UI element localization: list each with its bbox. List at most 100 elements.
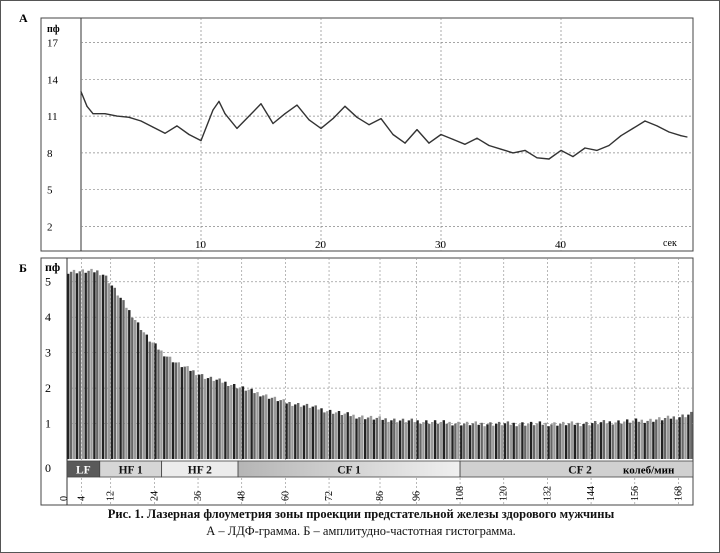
histogram-bar bbox=[477, 424, 480, 459]
histogram-bar bbox=[617, 420, 620, 459]
chart-a-data-point bbox=[644, 120, 646, 122]
histogram-bar bbox=[99, 275, 102, 459]
histogram-bar bbox=[460, 425, 463, 459]
histogram-bar bbox=[93, 272, 96, 459]
chart-b-y-tick-label: 1 bbox=[45, 417, 51, 431]
histogram-bar bbox=[358, 417, 361, 459]
histogram-bar bbox=[544, 422, 547, 459]
chart-a-data-point bbox=[200, 140, 202, 142]
histogram-bar bbox=[521, 422, 524, 459]
histogram-bar bbox=[588, 425, 591, 459]
histogram-bar bbox=[355, 418, 358, 459]
histogram-bar bbox=[503, 423, 507, 459]
caption-line-1: Рис. 1. Лазерная флоуметрия зоны проекци… bbox=[107, 507, 615, 521]
histogram-bar bbox=[684, 417, 687, 459]
histogram-bar bbox=[148, 341, 151, 459]
histogram-bar bbox=[431, 422, 434, 459]
histogram-bar bbox=[107, 283, 111, 459]
histogram-bar bbox=[433, 420, 437, 459]
histogram-bar bbox=[480, 422, 483, 459]
histogram-bar bbox=[413, 422, 416, 459]
histogram-bar bbox=[163, 356, 166, 459]
histogram-bar bbox=[116, 295, 119, 459]
chart-a-data-point bbox=[236, 127, 238, 129]
histogram-bar bbox=[113, 287, 116, 459]
chart-b-y-origin-label: 0 bbox=[45, 461, 51, 475]
histogram-bar bbox=[332, 413, 335, 459]
histogram-bar bbox=[235, 388, 239, 459]
histogram-bar bbox=[500, 425, 504, 459]
histogram-bar bbox=[186, 366, 189, 459]
histogram-bar bbox=[294, 404, 297, 459]
histogram-bar bbox=[687, 414, 690, 459]
histogram-bar bbox=[160, 350, 163, 459]
histogram-bar bbox=[244, 390, 247, 459]
histogram-bar bbox=[529, 421, 533, 459]
histogram-bar bbox=[640, 419, 643, 459]
chart-a-data-point bbox=[476, 137, 478, 139]
chart-a-data-point bbox=[218, 100, 220, 102]
histogram-bar bbox=[390, 420, 393, 459]
histogram-bar bbox=[591, 423, 594, 459]
chart-a-data-point bbox=[368, 124, 370, 126]
chart-a-data-point bbox=[452, 138, 454, 141]
histogram-bar bbox=[142, 332, 146, 459]
histogram-bar bbox=[465, 421, 469, 459]
histogram-bar bbox=[626, 419, 629, 459]
histogram-bar bbox=[573, 424, 576, 459]
chart-a-data-point bbox=[92, 113, 94, 115]
panel-a-label: А bbox=[19, 11, 28, 25]
chart-a-y-tick-label: 5 bbox=[47, 185, 53, 197]
chart-a-data-point bbox=[212, 109, 214, 111]
histogram-bar bbox=[509, 424, 512, 459]
histogram-bar bbox=[299, 406, 303, 459]
chart-b-x-tick-label: 72 bbox=[324, 491, 335, 501]
chart-a-data-point bbox=[140, 120, 142, 122]
histogram-bar bbox=[233, 384, 236, 459]
chart-a-data-point bbox=[416, 128, 418, 131]
histogram-bar bbox=[582, 424, 585, 459]
chart-a-data-point bbox=[680, 135, 682, 137]
histogram-bar bbox=[646, 420, 649, 459]
histogram-bar bbox=[672, 416, 675, 459]
chart-a-data-point bbox=[620, 135, 622, 137]
histogram-bar bbox=[119, 297, 122, 459]
histogram-bar bbox=[602, 420, 606, 459]
histogram-bar bbox=[381, 419, 384, 459]
histogram-bar bbox=[288, 402, 291, 459]
histogram-bar bbox=[200, 374, 204, 459]
histogram-bar bbox=[157, 349, 160, 459]
chart-b-x-origin-label: 0 bbox=[59, 496, 70, 501]
band-label: CF 2 bbox=[568, 465, 592, 477]
histogram-bar bbox=[291, 405, 294, 459]
histogram-bar bbox=[192, 370, 195, 459]
histogram-bar bbox=[67, 273, 70, 460]
histogram-bar bbox=[183, 366, 186, 459]
histogram-bar bbox=[78, 271, 81, 459]
chart-b-y-tick-label: 3 bbox=[45, 346, 51, 360]
chart-a-data-point bbox=[608, 144, 610, 147]
histogram-bar bbox=[195, 375, 198, 459]
histogram-bar bbox=[276, 401, 279, 459]
band-cf2 bbox=[459, 460, 694, 478]
histogram-bar bbox=[527, 423, 530, 459]
histogram-bar bbox=[442, 420, 445, 459]
histogram-bar bbox=[337, 411, 341, 459]
histogram-bar bbox=[343, 413, 346, 459]
chart-a-data-point bbox=[128, 116, 130, 118]
histogram-bar bbox=[297, 403, 300, 459]
histogram-bar bbox=[614, 422, 617, 459]
chart-b-y-tick-label: 4 bbox=[45, 310, 51, 324]
chart-a-y-tick-label: 17 bbox=[47, 38, 59, 50]
histogram-bar bbox=[262, 395, 265, 459]
histogram-bar bbox=[136, 322, 140, 459]
histogram-bar bbox=[206, 378, 210, 459]
histogram-bar bbox=[131, 317, 134, 459]
histogram-bar bbox=[666, 415, 670, 459]
chart-a-y-axis-label: пф bbox=[47, 24, 60, 35]
chart-a-data-point bbox=[86, 105, 88, 107]
figure-caption: Рис. 1. Лазерная флоуметрия зоны проекци… bbox=[1, 506, 720, 540]
histogram-bar bbox=[495, 423, 498, 459]
histogram-bar bbox=[439, 422, 443, 459]
